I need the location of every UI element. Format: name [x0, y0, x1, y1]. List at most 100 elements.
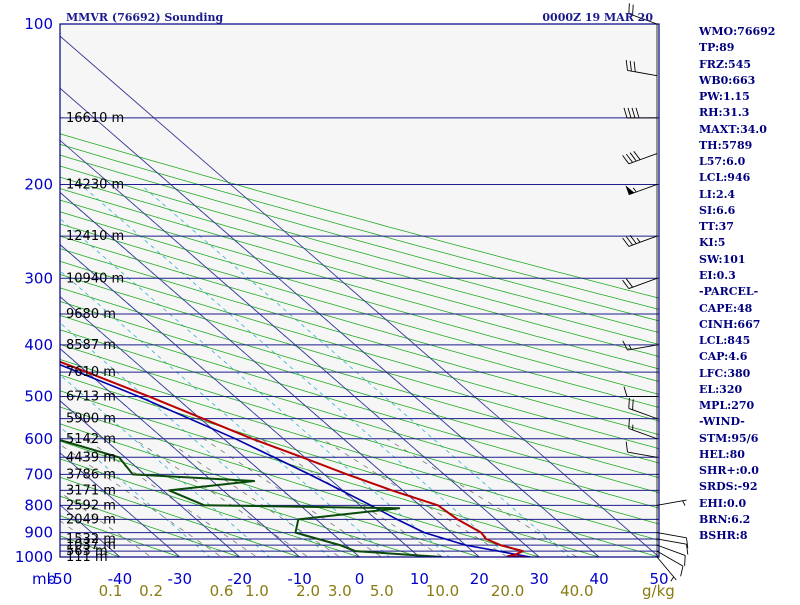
index-line: WMO:76692 — [699, 24, 799, 40]
index-line: HEL:80 — [699, 447, 799, 463]
index-line: BRN:6.2 — [699, 512, 799, 528]
index-line: MPL:270 — [699, 398, 799, 414]
index-line: PW:1.15 — [699, 89, 799, 105]
index-line: FRZ:545 — [699, 57, 799, 73]
parcel-line-point — [235, 438, 237, 440]
index-line: CAPE:48 — [699, 301, 799, 317]
index-line: SHR+:0.0 — [699, 463, 799, 479]
index-line: -WIND- — [699, 414, 799, 430]
temperature-line-point — [252, 438, 254, 440]
index-line: MAXT:34.0 — [699, 122, 799, 138]
pressure-unit-label: mb — [32, 570, 56, 588]
height-label: 4439 m — [66, 450, 116, 465]
sounding-time: 0000Z 19 MAR 20 — [542, 11, 653, 24]
height-label: 2049 m — [66, 512, 116, 527]
height-label: 5900 m — [66, 412, 116, 427]
dewpoint-line-point — [204, 505, 206, 507]
pressure-tick-label: 100 — [24, 15, 53, 33]
index-line: TH:5789 — [699, 138, 799, 154]
pressure-tick-label: 600 — [24, 430, 53, 448]
height-label: 7610 m — [66, 365, 116, 380]
pressure-tick-label: 200 — [24, 175, 53, 193]
temperature-line-point — [148, 396, 150, 398]
height-label: 2592 m — [66, 498, 116, 513]
temperature-line-point — [514, 554, 516, 556]
mixing-ratio-tick-label: 0.6 — [210, 582, 234, 600]
height-label: 14230 m — [66, 177, 124, 192]
dewpoint-line-point — [55, 438, 57, 440]
temperature-tick-label: -30 — [168, 570, 193, 588]
parcel-line-point — [370, 505, 372, 507]
temperature-line-point — [457, 519, 459, 521]
index-line: L57:6.0 — [699, 154, 799, 170]
height-label: 6713 m — [66, 390, 116, 405]
index-line: EHI:0.0 — [699, 496, 799, 512]
temperature-line-point — [480, 532, 482, 534]
mixing-ratio-tick-label: 2.0 — [296, 582, 320, 600]
mixing-ratio-tick-label: 20.0 — [491, 582, 524, 600]
temperature-line-point — [522, 550, 524, 552]
mixing-ratio-tick-label: 5.0 — [370, 582, 394, 600]
dewpoint-line-point — [298, 519, 300, 521]
wind-barb — [657, 533, 688, 549]
index-line: EI:0.3 — [699, 268, 799, 284]
mixing-ratio-tick-label: 0.2 — [139, 582, 163, 600]
index-line: LI:2.4 — [699, 187, 799, 203]
dewpoint-line-point — [398, 507, 400, 509]
index-line: RH:31.3 — [699, 105, 799, 121]
parcel-line-point — [10, 344, 12, 346]
temperature-line-point — [346, 474, 348, 476]
dewpoint-line-point — [118, 457, 120, 459]
height-label: 5142 m — [66, 432, 116, 447]
pressure-tick-label: 700 — [24, 465, 53, 483]
dewpoint-line-point — [132, 474, 134, 476]
plot-area — [60, 24, 659, 557]
index-line: TP:89 — [699, 40, 799, 56]
temperature-line-point — [437, 505, 439, 507]
index-line: CAP:4.6 — [699, 349, 799, 365]
index-line: TT:37 — [699, 219, 799, 235]
parcel-line-point — [309, 474, 311, 476]
pressure-tick-label: 1000 — [15, 548, 53, 566]
index-line: BSHR:8 — [699, 528, 799, 544]
plot-background — [60, 24, 659, 557]
pressure-tick-label: 900 — [24, 524, 53, 542]
mixing-ratio-tick-label: 0.1 — [99, 582, 123, 600]
height-label: 3171 m — [66, 483, 116, 498]
pressure-tick-label: 500 — [24, 388, 53, 406]
mixing-ratio-tick-label: 10.0 — [426, 582, 459, 600]
index-line: -PARCEL- — [699, 284, 799, 300]
temperature-line-point — [202, 418, 204, 420]
mixing-ratio-tick-label: 1.0 — [245, 582, 269, 600]
temperature-tick-label: 20 — [470, 570, 489, 588]
index-line: SW:101 — [699, 252, 799, 268]
index-line: SI:6.6 — [699, 203, 799, 219]
index-line: CINH:667 — [699, 317, 799, 333]
pressure-tick-label: 800 — [24, 496, 53, 514]
temperature-line-point — [500, 544, 502, 546]
parcel-line-point — [138, 396, 140, 398]
dewpoint-line-point — [295, 532, 297, 534]
temperature-line-point — [391, 490, 393, 492]
index-line: SRDS:-92 — [699, 479, 799, 495]
mixing-ratio-tick-label: 3.0 — [328, 582, 352, 600]
temperature-line-point — [302, 457, 304, 459]
height-label: 1532 m — [66, 532, 116, 547]
station-title: MMVR (76692) Sounding — [66, 11, 224, 24]
index-line: STM:95/6 — [699, 431, 799, 447]
index-line: LFC:380 — [699, 366, 799, 382]
dewpoint-line-point — [253, 480, 255, 482]
dewpoint-line-point — [339, 544, 341, 546]
parcel-line-point — [465, 544, 467, 546]
dewpoint-line-point — [354, 550, 356, 552]
index-line: EL:320 — [699, 382, 799, 398]
pressure-tick-label: 300 — [24, 269, 53, 287]
index-line: LCL:946 — [699, 170, 799, 186]
temperature-line-point — [485, 538, 487, 540]
index-line: LCL:845 — [699, 333, 799, 349]
mixing-ratio-unit-label: g/kg — [642, 582, 675, 600]
height-label: 3786 m — [66, 467, 116, 482]
